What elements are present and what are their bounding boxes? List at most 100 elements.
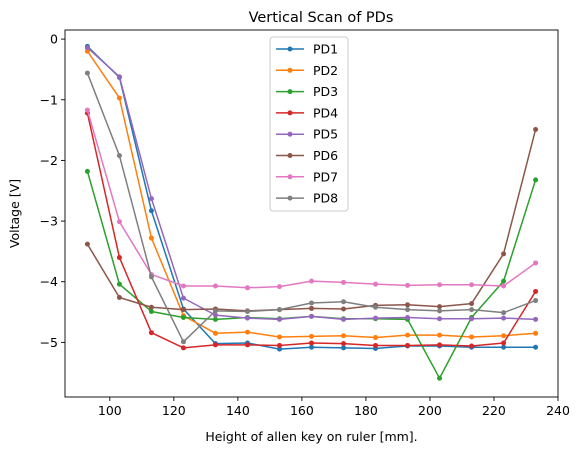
data-point	[437, 332, 443, 338]
legend-label: PD2	[313, 63, 338, 78]
legend-label: PD4	[313, 105, 338, 120]
data-point	[437, 304, 443, 310]
data-point	[309, 340, 314, 346]
data-point	[244, 315, 250, 321]
data-point	[437, 375, 443, 381]
data-point	[276, 307, 282, 313]
data-point	[373, 281, 379, 287]
data-point	[212, 330, 218, 336]
x-tick-label: 220	[482, 403, 506, 418]
legend-label: PD5	[313, 127, 338, 142]
data-point	[244, 308, 250, 314]
data-point	[116, 74, 122, 80]
data-point	[341, 333, 347, 339]
data-point	[533, 344, 539, 350]
data-point	[276, 284, 282, 290]
data-point	[341, 299, 347, 305]
legend-marker	[287, 110, 293, 116]
data-point	[309, 305, 314, 311]
data-point	[309, 333, 314, 339]
data-point	[116, 219, 122, 225]
legend-box	[269, 36, 349, 212]
data-point	[180, 345, 186, 351]
data-point	[405, 342, 411, 348]
data-point	[180, 339, 186, 345]
data-point	[533, 316, 539, 322]
y-tick-label: −5	[40, 335, 58, 350]
data-point	[437, 308, 443, 314]
data-point	[116, 295, 122, 301]
data-point	[341, 341, 347, 347]
legend-item: PD8	[276, 191, 338, 206]
data-point	[469, 343, 475, 349]
legend-marker	[287, 174, 293, 180]
data-point	[501, 333, 507, 339]
data-point	[405, 302, 411, 308]
data-point	[501, 278, 507, 284]
data-point	[341, 316, 347, 322]
data-point	[309, 300, 314, 306]
data-point	[405, 282, 411, 288]
data-point	[341, 279, 347, 285]
data-point	[469, 282, 475, 288]
data-point	[148, 330, 154, 336]
data-point	[180, 283, 186, 289]
legend-item: PD1	[276, 42, 338, 57]
data-point	[148, 196, 154, 202]
y-tick-label: −3	[40, 214, 58, 229]
x-tick-label: 140	[226, 403, 250, 418]
data-point	[180, 307, 186, 313]
data-point	[148, 208, 154, 214]
data-point	[276, 346, 282, 352]
data-point	[501, 310, 507, 316]
series-pd8	[84, 70, 539, 345]
y-tick-label: −1	[40, 92, 58, 107]
data-point	[148, 308, 154, 314]
data-point	[437, 342, 443, 348]
data-point	[501, 251, 507, 257]
legend-item: PD3	[276, 84, 338, 99]
legend-item: PD2	[276, 63, 338, 78]
data-point	[405, 332, 411, 338]
legend-marker	[287, 46, 293, 52]
data-point	[501, 283, 507, 289]
data-point	[116, 153, 122, 159]
data-point	[501, 315, 507, 321]
data-point	[469, 334, 475, 340]
data-point	[180, 295, 186, 301]
data-point	[84, 241, 90, 247]
legend-item: PD4	[276, 105, 338, 120]
data-point	[501, 344, 507, 350]
series-pd5	[84, 45, 539, 322]
data-point	[341, 306, 347, 312]
legend-marker	[287, 195, 293, 201]
legend-item: PD6	[276, 148, 338, 163]
data-point	[84, 45, 90, 51]
data-point	[533, 126, 539, 132]
data-point	[244, 285, 250, 291]
legend-label: PD1	[313, 42, 338, 57]
data-point	[533, 260, 539, 266]
data-point	[244, 342, 250, 348]
data-point	[373, 315, 379, 321]
x-axis-label: Height of allen key on ruler [mm].	[205, 429, 417, 444]
data-point	[244, 329, 250, 335]
x-tick-label: 240	[546, 403, 570, 418]
legend-label: PD6	[313, 148, 338, 163]
legend-marker	[287, 67, 293, 73]
x-tick-label: 160	[290, 403, 314, 418]
chart-title: Vertical Scan of PDs	[249, 10, 394, 26]
data-point	[469, 307, 475, 313]
data-point	[469, 301, 475, 307]
data-point	[309, 313, 314, 319]
data-point	[405, 315, 411, 321]
y-tick-label: −4	[40, 274, 58, 289]
data-point	[533, 298, 539, 304]
axes-frame	[64, 29, 559, 398]
data-point	[116, 95, 122, 101]
data-point	[116, 281, 122, 287]
data-point	[309, 344, 314, 350]
data-point	[341, 345, 347, 351]
data-point	[212, 312, 218, 318]
data-point	[276, 334, 282, 340]
